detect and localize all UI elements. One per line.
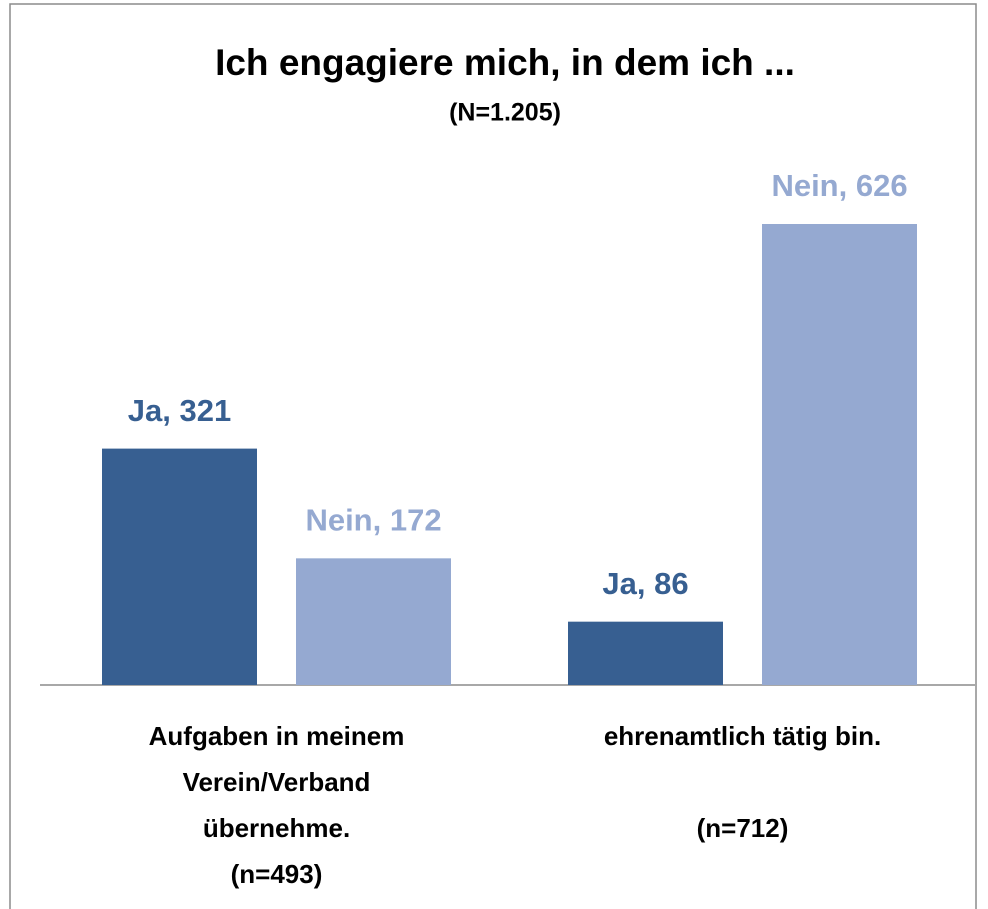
x-tick-label: (n=712) [697, 813, 789, 843]
bar [762, 224, 917, 685]
bar [296, 558, 451, 685]
chart-title: Ich engagiere mich, in dem ich ... [215, 42, 795, 83]
x-tick-label: ehrenamtlich tätig bin. [604, 721, 881, 751]
chart-subtitle: (N=1.205) [449, 99, 561, 127]
bar [568, 621, 723, 685]
data-label: Nein, 626 [771, 168, 907, 203]
x-tick-label: übernehme. [203, 813, 350, 843]
data-label: Ja, 86 [602, 566, 688, 601]
data-label: Nein, 172 [305, 503, 441, 538]
x-tick-label: Verein/Verband [183, 767, 371, 797]
x-tick-label: Aufgaben in meinem [149, 721, 405, 751]
x-tick-label: (n=493) [231, 859, 323, 889]
data-label: Ja, 321 [128, 393, 231, 428]
bar [102, 448, 257, 685]
